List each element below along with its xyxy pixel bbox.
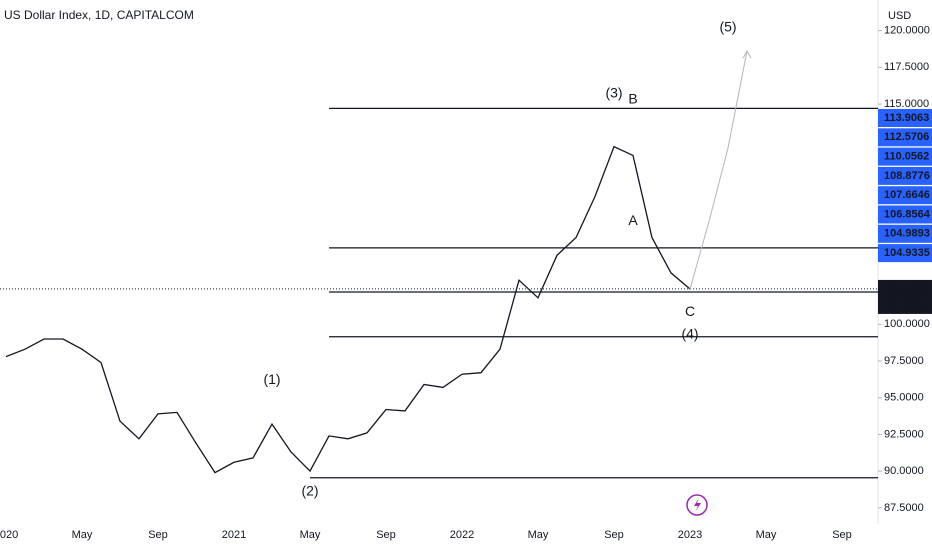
price-label-box [878, 205, 932, 224]
x-tick-label: Sep [832, 529, 852, 541]
x-tick-label: May [528, 529, 549, 541]
price-label-box [878, 186, 932, 205]
wave-label: (4) [681, 325, 698, 341]
price-label: 108.8776 [884, 170, 930, 182]
wave-label: (5) [719, 18, 736, 34]
currency-label: USD [888, 10, 911, 22]
last-price-label: 102.4069 [884, 283, 930, 295]
y-tick-label: 117.5000 [884, 61, 929, 73]
y-tick-label: 90.0000 [884, 465, 924, 477]
wave-label: B [628, 90, 637, 106]
wave-label: (2) [301, 482, 318, 498]
price-label: 113.9063 [884, 112, 929, 124]
price-line [5, 145, 691, 474]
projection-arrow [742, 50, 752, 59]
y-tick-label: 95.0000 [884, 392, 924, 404]
y-tick-label: 100.0000 [884, 318, 930, 330]
y-tick-label: 87.5000 [884, 502, 924, 514]
x-tick-label: May [300, 529, 321, 541]
x-tick-label: May [756, 529, 777, 541]
price-label-box [878, 128, 932, 147]
wave-label: (1) [263, 371, 280, 387]
last-price-box [878, 279, 932, 314]
price-label-box [878, 224, 932, 243]
price-label: 110.0562 [884, 151, 929, 163]
chart-title: US Dollar Index, 1D, CAPITALCOM [4, 8, 194, 22]
y-tick-label: 115.0000 [884, 98, 929, 110]
y-tick-label: 97.5000 [884, 355, 924, 367]
price-label: 104.9893 [884, 228, 930, 240]
price-label-box [878, 244, 932, 263]
x-tick-label: 2020 [0, 529, 18, 541]
x-tick-label: 2023 [678, 529, 702, 541]
price-label-box [878, 147, 932, 166]
y-tick-label: 92.5000 [884, 428, 924, 440]
x-tick-label: Sep [376, 529, 396, 541]
x-tick-label: 2021 [222, 529, 246, 541]
x-tick-label: Sep [148, 529, 168, 541]
projection-line [689, 51, 748, 290]
price-label-box [878, 109, 932, 127]
lightning-icon [686, 494, 708, 516]
price-label: 104.9335 [884, 247, 930, 259]
y-tick-label: 120.0000 [884, 24, 930, 36]
countdown-label: 08:16:32 [884, 299, 927, 311]
wave-label: C [685, 303, 695, 319]
wave-label: A [628, 212, 638, 228]
price-label: 107.6646 [884, 189, 930, 201]
x-tick-label: May [72, 529, 93, 541]
price-label: 106.8564 [884, 208, 931, 220]
wave-label: (3) [605, 84, 622, 100]
x-tick-label: Sep [604, 529, 624, 541]
price-label-box [878, 166, 932, 185]
x-tick-label: 2022 [450, 529, 474, 541]
price-label: 112.5706 [884, 131, 929, 143]
